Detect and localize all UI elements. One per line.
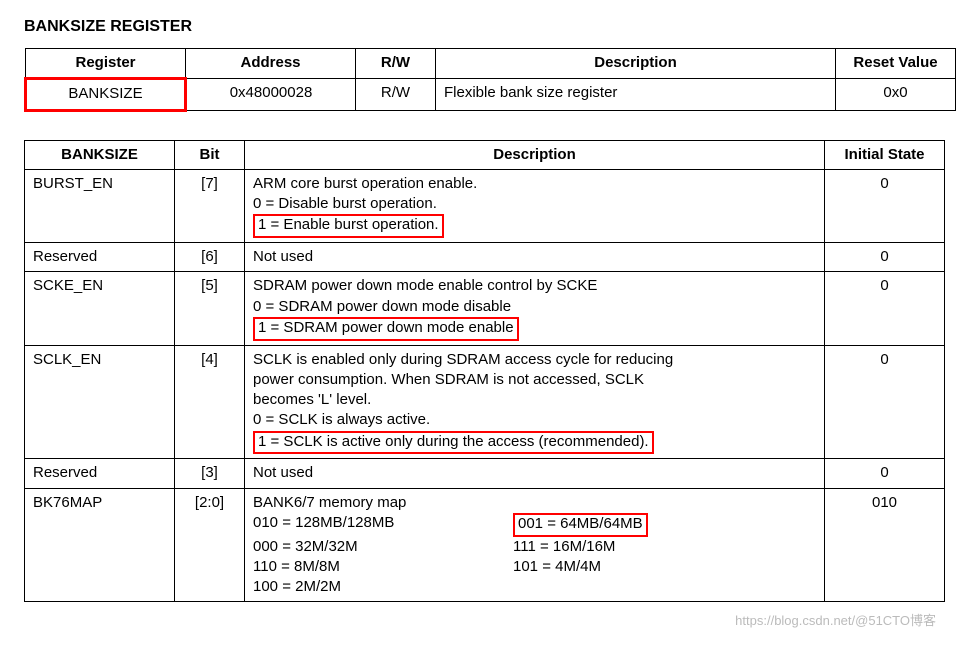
field-description: SDRAM power down mode enable control by … [245, 272, 825, 345]
field-name: Reserved [25, 243, 175, 272]
col-description: Description [436, 49, 836, 79]
desc-line: SDRAM power down mode enable control by … [253, 276, 816, 296]
table-row: BANKSIZE 0x48000028 R/W Flexible bank si… [26, 79, 956, 110]
field-name: BK76MAP [25, 488, 175, 602]
watermark-text: https://blog.csdn.net/@51CTO博客 [735, 610, 936, 629]
col-reset-value: Reset Value [836, 49, 956, 79]
desc-line: 0 = SCLK is always active. [253, 410, 816, 430]
desc-line: SCLK is enabled only during SDRAM access… [253, 350, 816, 370]
desc-line: 0 = SDRAM power down mode disable [253, 297, 816, 317]
field-initial: 010 [825, 488, 945, 602]
highlighted-value: 1 = Enable burst operation. [253, 214, 444, 238]
field-bit: [6] [175, 243, 245, 272]
field-bit: [4] [175, 345, 245, 459]
highlighted-value: 1 = SCLK is active only during the acces… [253, 431, 654, 455]
desc-line: 000 = 32M/32M [253, 537, 513, 557]
field-name: BURST_EN [25, 169, 175, 242]
desc-line: 0 = Disable burst operation. [253, 194, 816, 214]
description-cell: Flexible bank size register [436, 79, 836, 110]
register-summary-table: Register Address R/W Description Reset V… [24, 48, 956, 112]
table-row: Reserved [3] Not used 0 [25, 459, 945, 488]
field-name: Reserved [25, 459, 175, 488]
table-row: Reserved [6] Not used 0 [25, 243, 945, 272]
desc-line: power consumption. When SDRAM is not acc… [253, 370, 816, 390]
col-register: Register [26, 49, 186, 79]
col-address: Address [186, 49, 356, 79]
table-row: SCLK_EN [4] SCLK is enabled only during … [25, 345, 945, 459]
field-name: SCKE_EN [25, 272, 175, 345]
field-description: Not used [245, 243, 825, 272]
desc-line: ARM core burst operation enable. [253, 174, 816, 194]
field-bit: [3] [175, 459, 245, 488]
desc-line: becomes 'L' level. [253, 390, 816, 410]
table-header-row: Register Address R/W Description Reset V… [26, 49, 956, 79]
field-description: BANK6/7 memory map 010 = 128MB/128MB 001… [245, 488, 825, 602]
field-bit: [7] [175, 169, 245, 242]
table-row: SCKE_EN [5] SDRAM power down mode enable… [25, 272, 945, 345]
field-bit: [2:0] [175, 488, 245, 602]
field-initial: 0 [825, 345, 945, 459]
col-bit: Bit [175, 140, 245, 169]
table-row: BK76MAP [2:0] BANK6/7 memory map 010 = 1… [25, 488, 945, 602]
col-initial-state: Initial State [825, 140, 945, 169]
desc-line: BANK6/7 memory map [253, 493, 816, 513]
field-bit: [5] [175, 272, 245, 345]
table-header-row: BANKSIZE Bit Description Initial State [25, 140, 945, 169]
desc-line: 101 = 4M/4M [513, 557, 601, 577]
col-rw: R/W [356, 49, 436, 79]
page-title: BANKSIZE REGISTER [24, 18, 942, 36]
field-initial: 0 [825, 272, 945, 345]
register-name-cell: BANKSIZE [26, 79, 186, 110]
desc-line: 111 = 16M/16M [513, 537, 615, 557]
col-description: Description [245, 140, 825, 169]
desc-line: 100 = 2M/2M [253, 577, 513, 597]
field-name: SCLK_EN [25, 345, 175, 459]
field-description: Not used [245, 459, 825, 488]
bitfield-table: BANKSIZE Bit Description Initial State B… [24, 140, 945, 603]
address-cell: 0x48000028 [186, 79, 356, 110]
reset-value-cell: 0x0 [836, 79, 956, 110]
field-description: ARM core burst operation enable. 0 = Dis… [245, 169, 825, 242]
desc-line: 110 = 8M/8M [253, 557, 513, 577]
rw-cell: R/W [356, 79, 436, 110]
highlighted-value: 1 = SDRAM power down mode enable [253, 317, 519, 341]
desc-line: 010 = 128MB/128MB [253, 513, 513, 537]
table-row: BURST_EN [7] ARM core burst operation en… [25, 169, 945, 242]
field-initial: 0 [825, 243, 945, 272]
highlighted-value: 001 = 64MB/64MB [513, 513, 648, 537]
field-initial: 0 [825, 459, 945, 488]
field-description: SCLK is enabled only during SDRAM access… [245, 345, 825, 459]
col-banksize: BANKSIZE [25, 140, 175, 169]
field-initial: 0 [825, 169, 945, 242]
